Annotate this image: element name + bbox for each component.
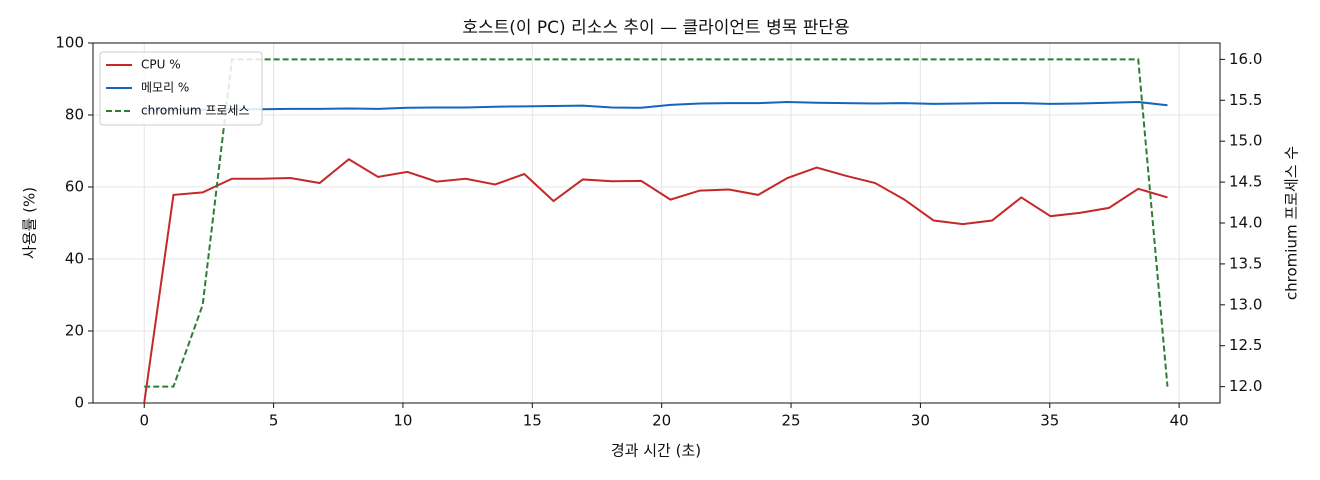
legend-label: CPU % [141,58,181,72]
x-tick-label: 40 [1170,412,1189,430]
y2-tick-label: 14.0 [1229,214,1262,232]
y-tick-label: 100 [55,34,84,52]
y2-tick-label: 15.5 [1229,91,1262,109]
y2-axis-label: chromium 프로세스 수 [1283,146,1301,300]
x-tick-label: 0 [139,412,149,430]
x-tick-label: 30 [911,412,930,430]
y2-tick-label: 15.0 [1229,132,1262,150]
x-tick-label: 35 [1040,412,1059,430]
y-tick-label: 80 [65,106,84,124]
y-tick-label: 60 [65,178,84,196]
y2-tick-label: 12.5 [1229,336,1262,354]
y2-tick-label: 16.0 [1229,50,1262,68]
chart-title: 호스트(이 PC) 리소스 추이 — 클라이언트 병목 판단용 [462,18,849,38]
y2-tick-label: 13.5 [1229,254,1262,272]
series-line [143,158,1168,404]
plot-frame [92,42,1221,404]
legend-label: 메모리 % [141,81,189,95]
y2-tick-label: 13.0 [1229,295,1262,313]
x-tick-label: 5 [269,412,279,430]
x-tick-label: 20 [652,412,671,430]
y2-tick-label: 12.0 [1229,377,1262,395]
y-tick-label: 40 [65,250,84,268]
y2-tick-label: 14.5 [1229,173,1262,191]
series-line [144,101,1168,112]
x-tick-label: 10 [393,412,412,430]
series-line [144,58,1169,388]
legend-label: chromium 프로세스 [141,104,250,118]
x-tick-label: 25 [781,412,800,430]
x-axis-label: 경과 시간 (초) [611,442,701,460]
x-tick-label: 15 [523,412,542,430]
y-tick-label: 20 [65,322,84,340]
legend-box [99,51,263,126]
y-tick-label: 0 [74,394,84,412]
y-axis-label: 사용률 (%) [21,187,39,259]
